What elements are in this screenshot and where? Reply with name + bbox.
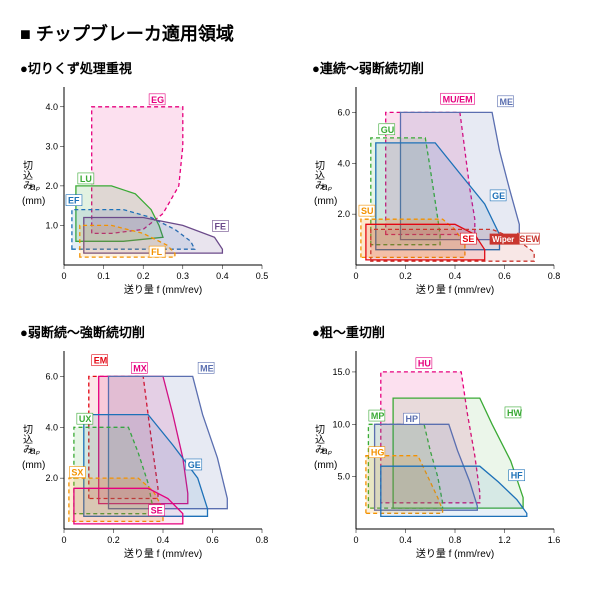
svg-text:送り量 f (mm/rev): 送り量 f (mm/rev) [416,547,494,560]
svg-text:(mm): (mm) [314,196,337,207]
svg-text:0: 0 [61,535,66,545]
svg-text:1.2: 1.2 [498,535,511,545]
svg-text:0: 0 [353,535,358,545]
svg-text:0.8: 0.8 [548,271,561,281]
svg-text:0: 0 [61,271,66,281]
svg-text:aₚ: aₚ [322,182,333,193]
svg-text:2.0: 2.0 [45,181,58,191]
svg-text:0.4: 0.4 [157,535,170,545]
panel-3: ●粗～重切削 HUHWMPHPHGHF00.40.81.21.65.010.01… [312,322,580,570]
svg-text:5.0: 5.0 [337,472,350,482]
svg-text:10.0: 10.0 [332,419,350,429]
chart-2: EMMXMEUXGESXSE00.20.40.60.82.04.06.0送り量 … [20,345,288,570]
svg-text:0.8: 0.8 [256,535,269,545]
svg-text:0.4: 0.4 [216,271,229,281]
chart-1: MU/EMMEGUGESUSESEWWiper00.20.40.60.82.04… [312,81,580,306]
chart-0: EGLUEFFEFL00.10.20.30.40.51.02.03.04.0送り… [20,81,288,306]
panel-title-1: ●連続～弱断続切削 [312,58,580,77]
svg-text:送り量 f (mm/rev): 送り量 f (mm/rev) [416,283,494,296]
svg-text:(mm): (mm) [314,460,337,471]
svg-text:送り量 f (mm/rev): 送り量 f (mm/rev) [124,547,202,560]
svg-text:0.2: 0.2 [399,271,412,281]
panel-2: ●弱断続～強断続切削 EMMXMEUXGESXSE00.20.40.60.82.… [20,322,288,570]
svg-text:aₚ: aₚ [322,446,333,457]
page-title: ■ チップブレーカ適用領域 [20,20,580,46]
svg-text:0.1: 0.1 [97,271,110,281]
svg-text:0.2: 0.2 [137,271,150,281]
svg-text:aₚ: aₚ [30,446,41,457]
chart-3: HUHWMPHPHGHF00.40.81.21.65.010.015.0送り量 … [312,345,580,570]
svg-text:1.6: 1.6 [548,535,561,545]
svg-text:15.0: 15.0 [332,367,350,377]
svg-text:0.5: 0.5 [256,271,269,281]
svg-text:送り量 f (mm/rev): 送り量 f (mm/rev) [124,283,202,296]
panel-title-0: ●切りくず処理重視 [20,58,288,77]
panel-title-2: ●弱断続～強断続切削 [20,322,288,341]
svg-text:1.0: 1.0 [45,220,58,230]
svg-text:Wiper: Wiper [492,235,514,244]
panel-0: ●切りくず処理重視 EGLUEFFEFL00.10.20.30.40.51.02… [20,58,288,306]
svg-text:4.0: 4.0 [337,158,350,168]
panel-title-3: ●粗～重切削 [312,322,580,341]
svg-text:4.0: 4.0 [45,102,58,112]
svg-text:4.0: 4.0 [45,422,58,432]
svg-text:0.2: 0.2 [107,535,120,545]
svg-text:0.4: 0.4 [449,271,462,281]
svg-text:0.3: 0.3 [177,271,190,281]
panel-1: ●連続～弱断続切削 MU/EMMEGUGESUSESEWWiper00.20.4… [312,58,580,306]
svg-text:0.6: 0.6 [498,271,511,281]
svg-text:aₚ: aₚ [30,182,41,193]
svg-text:6.0: 6.0 [45,371,58,381]
svg-text:0: 0 [353,271,358,281]
svg-text:2.0: 2.0 [45,473,58,483]
svg-text:0.6: 0.6 [206,535,219,545]
svg-text:2.0: 2.0 [337,209,350,219]
svg-text:3.0: 3.0 [45,141,58,151]
svg-text:(mm): (mm) [22,460,45,471]
svg-text:(mm): (mm) [22,196,45,207]
chart-grid: ●切りくず処理重視 EGLUEFFEFL00.10.20.30.40.51.02… [20,58,580,570]
svg-text:0.4: 0.4 [399,535,412,545]
svg-text:0.8: 0.8 [449,535,462,545]
svg-text:6.0: 6.0 [337,107,350,117]
